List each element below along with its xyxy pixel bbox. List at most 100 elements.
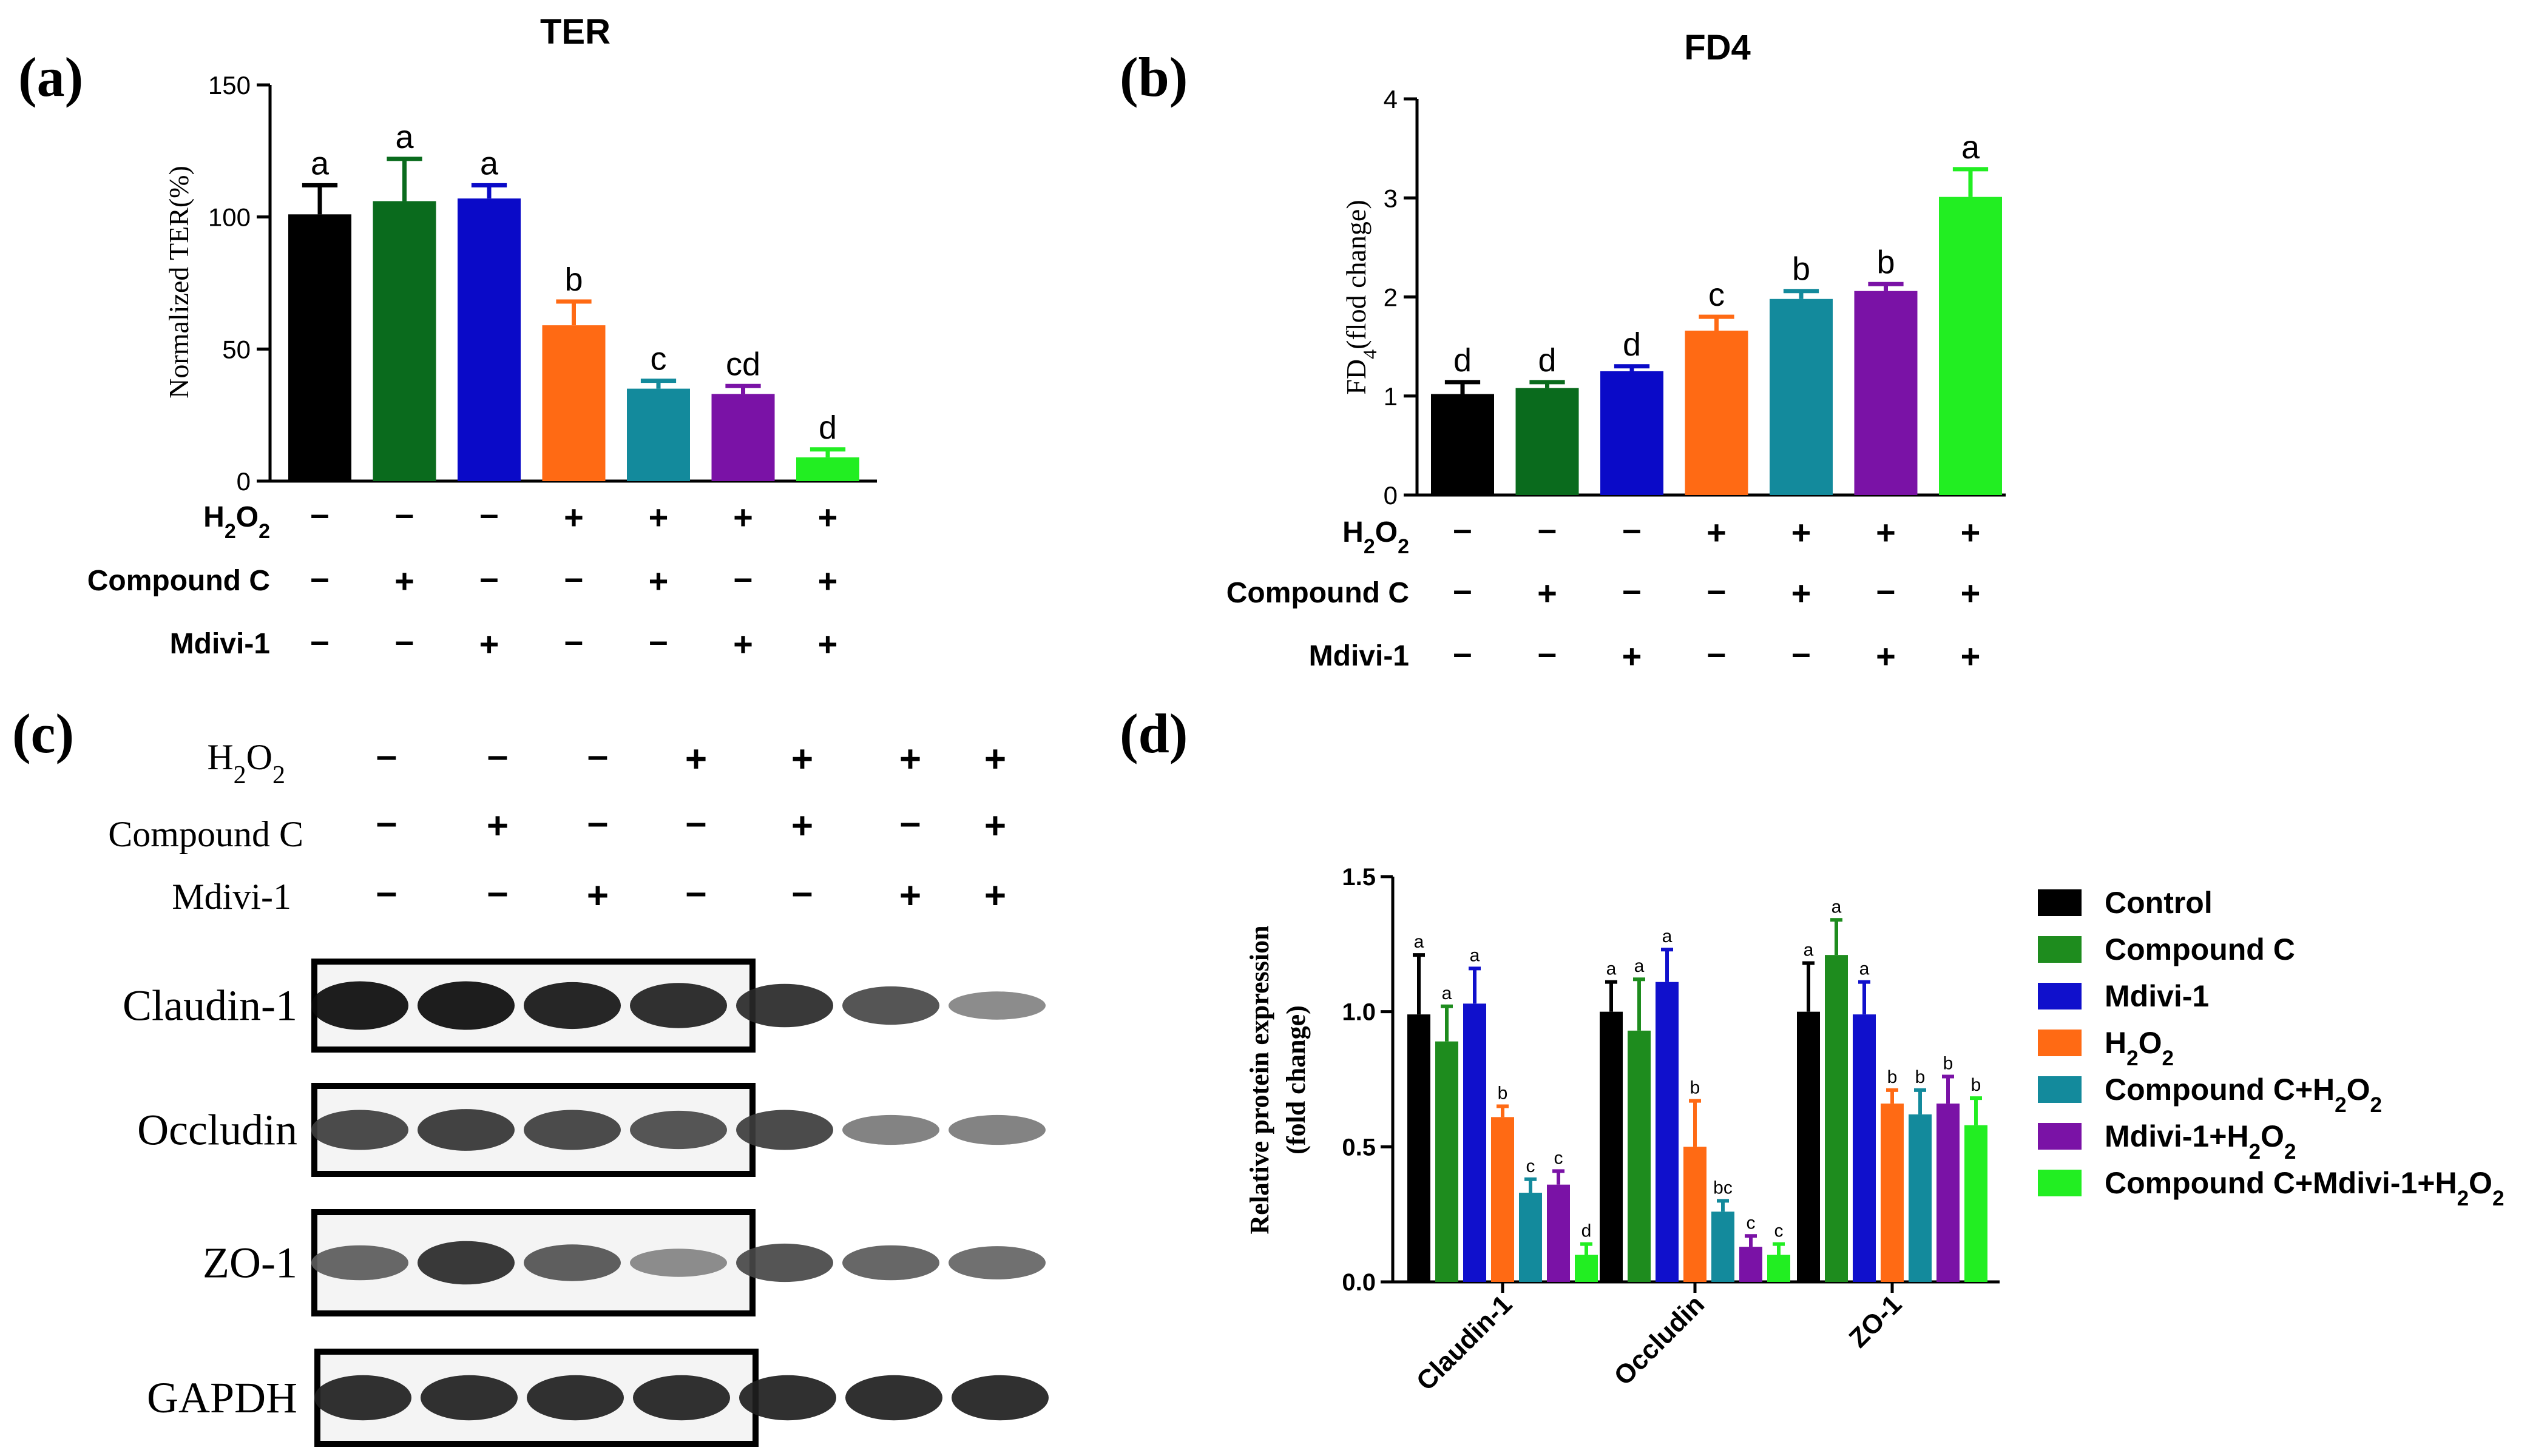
b-compound_c-plus: + bbox=[1537, 574, 1557, 612]
d-legend-label: Compound C bbox=[2105, 932, 2295, 966]
d-y-tick-label: 0.0 bbox=[1342, 1269, 1376, 1296]
b-bar bbox=[1600, 371, 1663, 495]
c-h2o2-minus: – bbox=[487, 735, 508, 777]
d-bar bbox=[1739, 1247, 1762, 1282]
blot-band bbox=[845, 1375, 942, 1421]
d-bar bbox=[1575, 1255, 1598, 1282]
d-legend-label: Control bbox=[2105, 886, 2213, 920]
panel-d: (d) Relative protein expression (fold ch… bbox=[1120, 703, 2504, 1397]
d-legend-label: H2O2 bbox=[2105, 1026, 2174, 1070]
a-mdivi-plus: + bbox=[479, 625, 499, 663]
c-mdivi-plus: + bbox=[984, 875, 1006, 917]
d-sig-label: b bbox=[1498, 1084, 1508, 1104]
a-sig-label: a bbox=[395, 119, 414, 155]
blot-label: Occludin bbox=[137, 1106, 297, 1154]
panel-a-bars: a a a b c cd d bbox=[288, 119, 859, 481]
d-sig-label: a bbox=[1470, 945, 1480, 965]
d-bar bbox=[1936, 1104, 1960, 1282]
b-h2o2-minus: – bbox=[1538, 510, 1557, 548]
blot-label: Claudin-1 bbox=[123, 982, 297, 1030]
d-bar bbox=[1909, 1114, 1932, 1282]
c-h2o2-minus: – bbox=[376, 735, 397, 777]
a-mdivi-plus: + bbox=[818, 625, 838, 663]
panel-b: (b) FD4 FD4(flod change) 0 1 2 3 4 d d d c b b a H… bbox=[1120, 28, 2006, 675]
b-bar bbox=[1770, 298, 1833, 495]
d-sig-label: a bbox=[1859, 959, 1870, 979]
d-legend-label: Mdivi-1+H2O2 bbox=[2105, 1119, 2296, 1164]
panel-a-letter: (a) bbox=[18, 46, 83, 108]
a-bar bbox=[458, 198, 521, 481]
d-bar bbox=[1435, 1041, 1458, 1282]
c-compound_c-plus: + bbox=[791, 805, 813, 847]
d-legend-swatch bbox=[2038, 983, 2082, 1009]
a-h2o2-plus: + bbox=[733, 498, 753, 536]
d-bar bbox=[1600, 1011, 1623, 1282]
d-sig-label: b bbox=[1915, 1067, 1926, 1087]
blot-band bbox=[736, 983, 833, 1028]
c-h2o2-plus: + bbox=[984, 738, 1006, 780]
blot-band bbox=[524, 1244, 621, 1281]
blot-band bbox=[949, 1114, 1046, 1145]
a-bar bbox=[711, 394, 775, 481]
b-mdivi-label: Mdivi-1 bbox=[1309, 640, 1409, 672]
b-h2o2-plus: + bbox=[1791, 513, 1811, 551]
c-compound_c-label: Compound C bbox=[108, 814, 303, 854]
a-bar bbox=[288, 214, 351, 481]
b-h2o2-plus: + bbox=[1876, 513, 1896, 551]
a-h2o2-minus: – bbox=[479, 494, 498, 533]
a-y-tick-label: 100 bbox=[208, 203, 251, 232]
c-compound_c-minus: – bbox=[900, 801, 921, 843]
b-sig-label: b bbox=[1876, 244, 1895, 280]
c-h2o2-minus: – bbox=[587, 735, 608, 777]
blot-band bbox=[736, 1110, 833, 1150]
panel-b-bars: d d d c b b a bbox=[1431, 129, 2002, 495]
blot-band bbox=[311, 1110, 408, 1150]
d-legend-label: Compound C+H2O2 bbox=[2105, 1073, 2382, 1117]
panel-d-letter: (d) bbox=[1120, 703, 1188, 764]
a-y-tick-label: 0 bbox=[237, 467, 251, 496]
c-mdivi-minus: – bbox=[487, 871, 508, 913]
blot-band bbox=[630, 983, 727, 1028]
blot-band bbox=[418, 1241, 515, 1285]
a-compound_c-minus: – bbox=[564, 558, 583, 596]
a-bar bbox=[373, 201, 436, 481]
d-bar bbox=[1683, 1147, 1706, 1282]
c-compound_c-plus: + bbox=[984, 805, 1006, 847]
a-compound_c-minus: – bbox=[734, 558, 753, 596]
d-sig-label: c bbox=[1554, 1148, 1563, 1168]
a-h2o2-plus: + bbox=[818, 498, 838, 536]
c-h2o2-plus: + bbox=[791, 738, 813, 780]
c-mdivi-minus: – bbox=[792, 871, 813, 913]
c-h2o2-plus: + bbox=[899, 738, 921, 780]
d-bar bbox=[1964, 1125, 1987, 1282]
d-sig-label: c bbox=[1526, 1156, 1535, 1176]
a-bar bbox=[627, 388, 690, 481]
b-h2o2-minus: – bbox=[1453, 510, 1472, 548]
d-bar bbox=[1711, 1212, 1734, 1282]
b-sig-label: d bbox=[1453, 342, 1472, 379]
blot-band bbox=[311, 981, 408, 1030]
b-bar bbox=[1515, 388, 1579, 495]
c-h2o2-label: H2O2 bbox=[207, 737, 285, 789]
b-bar bbox=[1431, 394, 1494, 495]
b-bar bbox=[1854, 291, 1918, 495]
a-sig-label: a bbox=[480, 145, 499, 181]
d-bar bbox=[1881, 1104, 1904, 1282]
c-compound_c-minus: – bbox=[686, 801, 706, 843]
b-compound_c-minus: – bbox=[1876, 570, 1895, 608]
panel-a: (a) TER Normalized TER(%) 0 50 100 150 a a a b… bbox=[18, 12, 877, 663]
panel-a-title: TER bbox=[540, 12, 611, 52]
d-bar bbox=[1767, 1255, 1790, 1282]
d-y-tick-label: 1.0 bbox=[1342, 999, 1376, 1026]
c-mdivi-plus: + bbox=[899, 875, 921, 917]
b-compound_c-plus: + bbox=[1961, 574, 1981, 612]
d-sig-label: a bbox=[1832, 897, 1842, 917]
a-h2o2-plus: + bbox=[649, 498, 669, 536]
d-legend-swatch bbox=[2038, 1170, 2082, 1196]
a-sig-label: d bbox=[819, 410, 837, 446]
c-mdivi-minus: – bbox=[686, 871, 706, 913]
a-mdivi-plus: + bbox=[733, 625, 753, 663]
